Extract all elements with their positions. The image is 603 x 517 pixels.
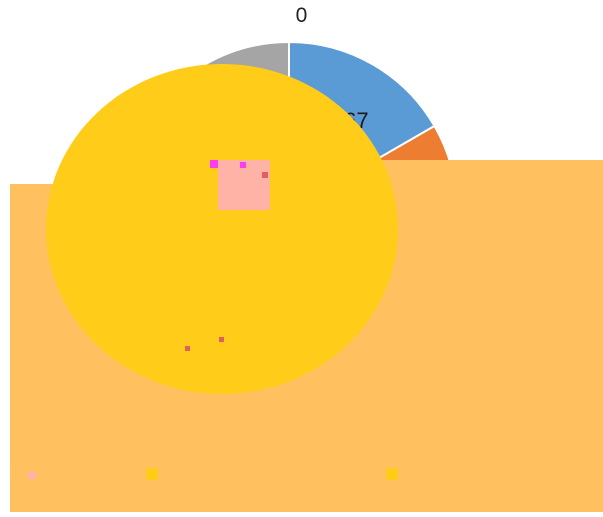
artifact-speck [262, 172, 268, 178]
overlay-band-right [360, 160, 603, 335]
artifact-speck [386, 468, 398, 480]
artifact-speck [146, 468, 158, 480]
artifact-speck [185, 346, 190, 351]
overlay-yellow-disc [46, 64, 398, 394]
artifact-speck [219, 337, 224, 342]
artifact-speck [210, 160, 218, 168]
artifact-speck [240, 162, 246, 168]
artifact-speck [28, 471, 36, 479]
overlay-pink-wedge [218, 160, 270, 210]
chart-title: 0 [295, 4, 308, 27]
